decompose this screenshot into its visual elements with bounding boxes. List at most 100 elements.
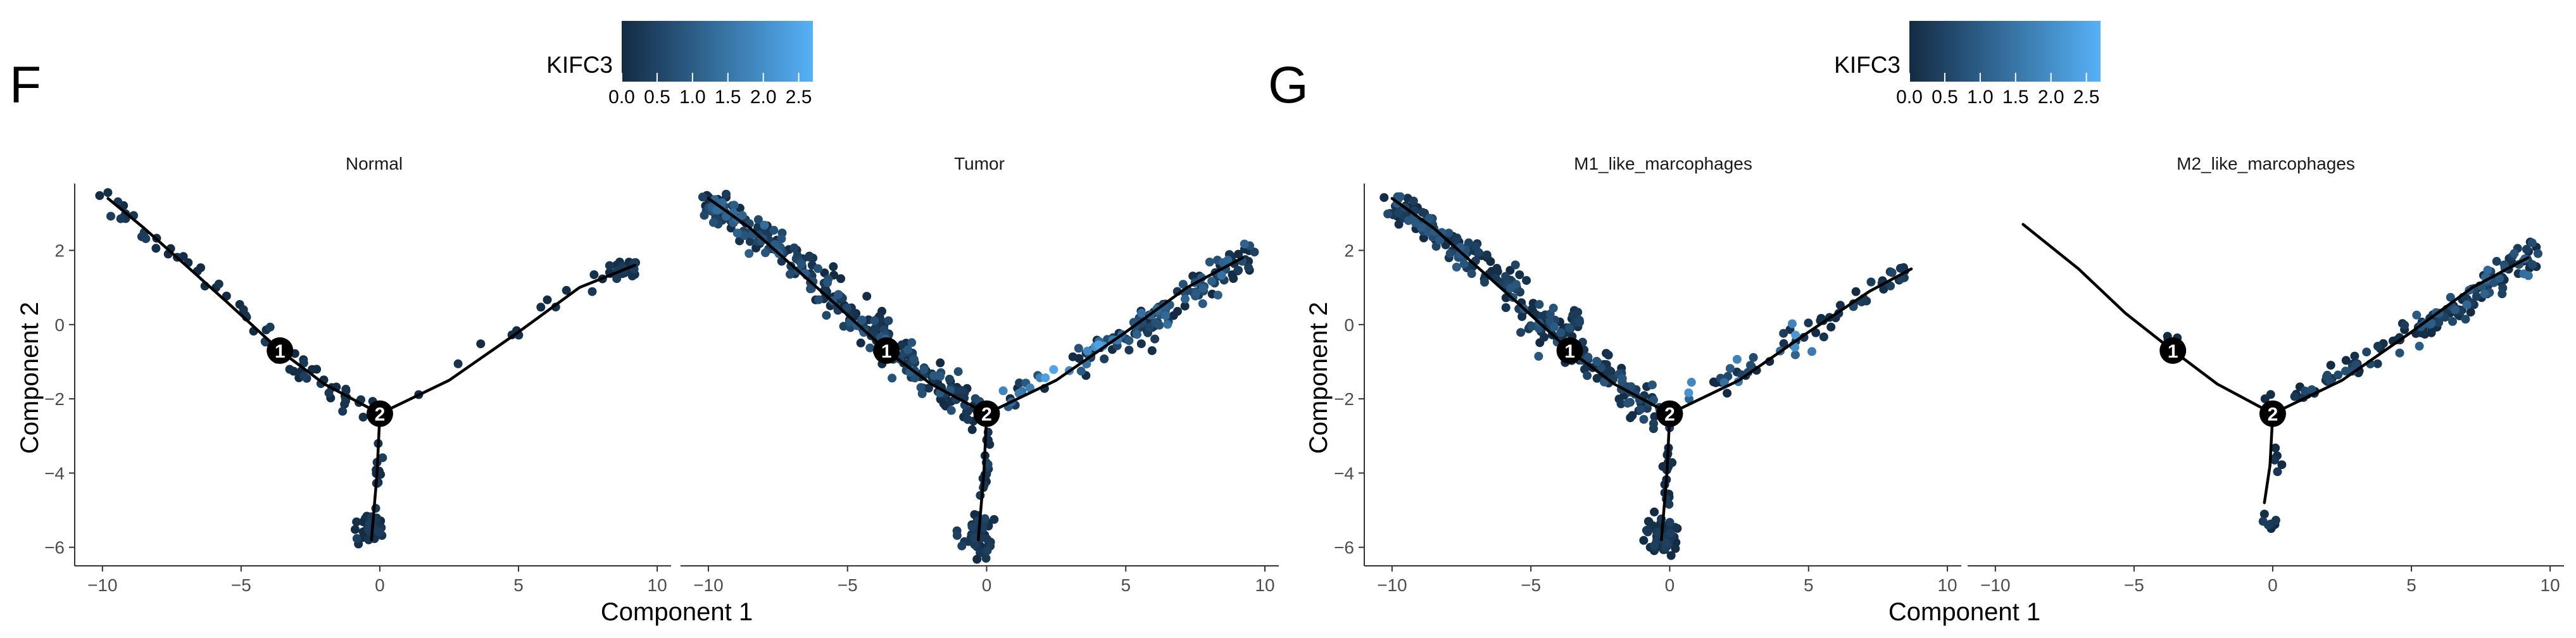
cell-point — [2271, 443, 2280, 453]
cell-point — [312, 365, 322, 374]
cell-point — [946, 406, 956, 415]
cell-point — [2483, 265, 2492, 275]
cell-point — [2427, 319, 2436, 328]
cell-point — [1664, 499, 1674, 509]
cell-point — [1444, 228, 1454, 238]
cell-point — [1643, 527, 1652, 537]
cell-point — [2341, 366, 2350, 376]
cell-point — [1395, 192, 1405, 201]
facet-title-normal: Normal — [346, 154, 403, 173]
legend-tick-label: 0.5 — [644, 87, 670, 108]
cell-point — [1250, 247, 1259, 257]
cell-point — [587, 287, 597, 296]
cell-point — [916, 383, 926, 392]
trajectory-branch — [977, 412, 988, 542]
cell-point — [1650, 541, 1659, 551]
cell-point — [1178, 280, 1188, 289]
cell-point — [983, 546, 992, 556]
cell-point — [1725, 364, 1735, 373]
facet-title-m2-like: M2_like_marcophages — [2177, 154, 2355, 173]
cell-point — [1626, 382, 1636, 391]
cell-point — [1649, 419, 1658, 428]
cell-point — [1779, 339, 1788, 348]
cell-point — [1527, 322, 1536, 331]
cell-point — [836, 274, 846, 284]
cell-point — [1535, 300, 1544, 309]
cell-point — [2434, 318, 2444, 327]
cell-point — [1234, 249, 1243, 259]
cell-point — [2472, 292, 2481, 301]
legend-tick-label: 2.5 — [2073, 87, 2100, 108]
cell-point — [2522, 244, 2531, 254]
x-tick-label: −10 — [1980, 575, 2011, 595]
branch-node — [973, 400, 1000, 427]
cell-point — [2412, 310, 2422, 320]
cell-point — [936, 372, 945, 381]
y-axis-label-f: Component 2 — [16, 302, 44, 454]
cell-point — [2334, 370, 2343, 380]
cell-point — [1445, 249, 1455, 258]
x-tick-label: −10 — [1377, 575, 1407, 595]
cell-point — [1163, 320, 1172, 329]
cell-point — [1181, 294, 1190, 304]
cell-point — [1749, 353, 1758, 362]
cell-point — [1515, 270, 1524, 280]
panel-letter-f: F — [9, 56, 41, 114]
cell-point — [1147, 346, 1157, 355]
y-tick-label: 0 — [1344, 315, 1354, 335]
cell-point — [1207, 277, 1217, 286]
trajectory-branch — [106, 197, 382, 415]
cell-point — [2400, 320, 2410, 330]
cell-point — [1534, 351, 1543, 361]
cell-point — [1026, 383, 1034, 392]
cell-point — [1687, 377, 1696, 387]
cell-point — [998, 386, 1008, 396]
cell-point — [103, 188, 113, 197]
cell-point — [1575, 317, 1585, 327]
cell-point — [95, 191, 104, 200]
cell-point — [953, 367, 963, 377]
cell-point — [1583, 371, 1592, 380]
cell-point — [862, 292, 872, 301]
x-tick-label: 5 — [2406, 575, 2416, 595]
cell-point — [1198, 284, 1208, 293]
cell-point — [2273, 467, 2282, 477]
cell-point — [970, 540, 979, 549]
cell-point — [1662, 538, 1671, 547]
cell-point — [2266, 390, 2275, 399]
cell-point — [957, 541, 967, 551]
branch-node — [2159, 337, 2187, 364]
cell-point — [753, 215, 763, 224]
cell-point — [2351, 360, 2361, 370]
figure-g: G KIFC3 0.0 0.5 1.0 1.5 2.0 2.5 M1_like_marco… — [1268, 21, 2564, 626]
trajectory-branch — [2263, 412, 2275, 504]
cell-point — [698, 192, 707, 202]
cell-point — [870, 316, 879, 325]
cell-point — [453, 359, 463, 368]
cell-point — [2395, 348, 2404, 358]
branch-node-label: 1 — [881, 341, 892, 362]
trajectory-branch — [1660, 412, 1671, 542]
cell-point — [2373, 342, 2382, 351]
cell-point — [1851, 287, 1861, 296]
cell-point — [1639, 415, 1649, 424]
branch-node-label: 2 — [981, 404, 992, 425]
cell-point — [1474, 248, 1483, 257]
cell-point — [797, 260, 807, 269]
cell-point — [605, 261, 614, 270]
cell-point — [1671, 544, 1680, 553]
cell-point — [1650, 507, 1659, 516]
cell-point — [786, 270, 795, 279]
cell-point — [141, 234, 151, 244]
cell-point — [1161, 311, 1171, 320]
trajectory-branch — [378, 263, 637, 415]
cell-point — [2480, 289, 2489, 299]
legend-tick-label: 2.0 — [2038, 87, 2064, 108]
branch-node-label: 2 — [2268, 404, 2278, 425]
cell-point — [990, 515, 999, 524]
cell-point — [1804, 318, 1813, 328]
cell-point — [884, 316, 893, 325]
cell-point — [1666, 551, 1676, 560]
